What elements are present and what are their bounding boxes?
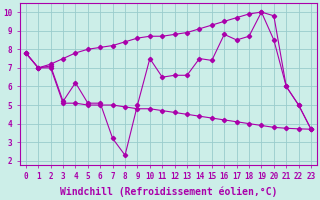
X-axis label: Windchill (Refroidissement éolien,°C): Windchill (Refroidissement éolien,°C) xyxy=(60,187,277,197)
